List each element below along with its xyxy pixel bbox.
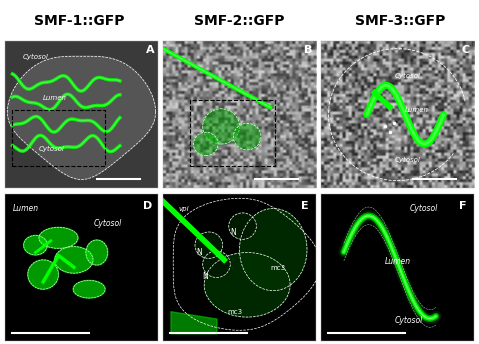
Circle shape [203, 109, 240, 144]
Polygon shape [240, 208, 307, 291]
Text: SMF-1::GFP: SMF-1::GFP [34, 13, 124, 28]
Text: mc3: mc3 [227, 309, 242, 315]
Bar [12, 110, 104, 166]
Text: SMF-2::GFP: SMF-2::GFP [194, 13, 285, 28]
Text: D: D [143, 201, 152, 211]
Text: F: F [459, 201, 467, 211]
Text: Lumen: Lumen [405, 107, 429, 113]
Text: SMF-3::GFP: SMF-3::GFP [355, 13, 445, 28]
Text: N: N [230, 228, 236, 237]
Polygon shape [39, 227, 78, 248]
Text: vpi: vpi [178, 206, 189, 213]
Text: B: B [304, 45, 312, 55]
Text: Cytosol: Cytosol [38, 146, 64, 152]
Text: A: A [146, 45, 155, 55]
Text: Cytosol: Cytosol [410, 204, 438, 214]
Text: Cytosol: Cytosol [23, 54, 49, 60]
Polygon shape [86, 240, 108, 265]
Text: mc3: mc3 [270, 265, 285, 271]
Text: Lumen: Lumen [43, 95, 67, 101]
Circle shape [203, 251, 230, 278]
Bar [191, 100, 275, 166]
Polygon shape [28, 260, 58, 289]
Text: N: N [203, 272, 208, 281]
Text: Cytosol: Cytosol [94, 219, 122, 228]
Text: C: C [462, 45, 470, 55]
Text: E: E [301, 201, 308, 211]
Circle shape [195, 232, 223, 258]
Text: N: N [196, 248, 202, 257]
Text: Cytosol: Cytosol [394, 157, 420, 163]
Text: Lumen: Lumen [12, 204, 39, 214]
Circle shape [229, 213, 256, 239]
Polygon shape [23, 235, 47, 255]
Circle shape [194, 132, 218, 156]
Polygon shape [55, 247, 93, 273]
Circle shape [233, 123, 261, 150]
Text: Cytosol: Cytosol [394, 316, 422, 325]
Polygon shape [204, 252, 290, 317]
Text: Lumen: Lumen [385, 257, 411, 266]
Text: Cytosol: Cytosol [394, 73, 420, 79]
Polygon shape [7, 56, 156, 180]
Polygon shape [73, 280, 105, 298]
